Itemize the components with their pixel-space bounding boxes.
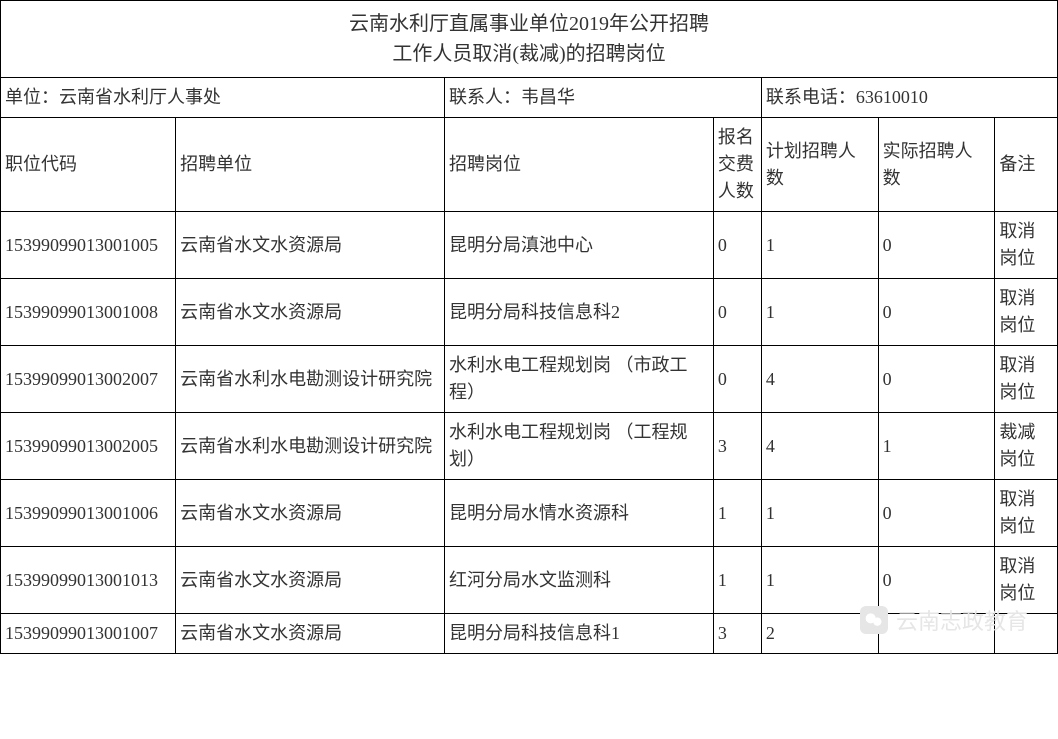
cell-plan: 4 [761,346,878,413]
cell-unit: 云南省水文水资源局 [176,212,445,279]
col-header-actual: 实际招聘人数 [878,118,995,212]
cell-plan: 1 [761,547,878,614]
cell-remark: 取消岗位 [995,480,1058,547]
cell-post: 水利水电工程规划岗 （工程规划） [445,413,714,480]
cell-actual: 1 [878,413,995,480]
cell-post: 水利水电工程规划岗 （市政工程） [445,346,714,413]
cell-plan: 4 [761,413,878,480]
cell-unit: 云南省水利水电勘测设计研究院 [176,346,445,413]
cell-post: 红河分局水文监测科 [445,547,714,614]
cell-plan: 2 [761,614,878,654]
col-header-plan: 计划招聘人数 [761,118,878,212]
title-line-2: 工作人员取消(裁减)的招聘岗位 [5,39,1053,69]
cell-unit: 云南省水文水资源局 [176,480,445,547]
cell-plan: 1 [761,480,878,547]
info-unit-cell: 单位：云南省水利厅人事处 [1,78,445,118]
cell-remark: 取消岗位 [995,212,1058,279]
table-row: 15399099013001008云南省水文水资源局昆明分局科技信息科2010取… [1,279,1058,346]
cell-remark [995,614,1058,654]
cell-code: 15399099013001006 [1,480,176,547]
table-row: 15399099013001013云南省水文水资源局红河分局水文监测科110取消… [1,547,1058,614]
col-header-remark: 备注 [995,118,1058,212]
cell-remark: 取消岗位 [995,547,1058,614]
table-row: 15399099013001007云南省水文水资源局昆明分局科技信息科132 [1,614,1058,654]
info-phone-label: 联系电话： [766,87,856,107]
info-phone-cell: 联系电话：63610010 [761,78,1057,118]
cell-remark: 裁减岗位 [995,413,1058,480]
table-row: 15399099013002005云南省水利水电勘测设计研究院水利水电工程规划岗… [1,413,1058,480]
cell-code: 15399099013001013 [1,547,176,614]
cell-code: 15399099013001008 [1,279,176,346]
col-header-post: 招聘岗位 [445,118,714,212]
cell-regfee: 1 [713,480,761,547]
cell-code: 15399099013002007 [1,346,176,413]
cell-unit: 云南省水文水资源局 [176,547,445,614]
cell-actual [878,614,995,654]
cell-remark: 取消岗位 [995,346,1058,413]
cell-code: 15399099013001007 [1,614,176,654]
cell-regfee: 1 [713,547,761,614]
info-unit-value: 云南省水利厅人事处 [59,87,221,107]
cell-actual: 0 [878,480,995,547]
cell-actual: 0 [878,279,995,346]
cell-post: 昆明分局水情水资源科 [445,480,714,547]
cell-actual: 0 [878,212,995,279]
info-row: 单位：云南省水利厅人事处 联系人：韦昌华 联系电话：63610010 [1,78,1058,118]
cell-post: 昆明分局科技信息科1 [445,614,714,654]
cell-regfee: 0 [713,346,761,413]
cell-regfee: 3 [713,413,761,480]
table-body: 云南水利厅直属事业单位2019年公开招聘 工作人员取消(裁减)的招聘岗位 单位：… [1,1,1058,654]
cell-regfee: 0 [713,279,761,346]
table-row: 15399099013002007云南省水利水电勘测设计研究院水利水电工程规划岗… [1,346,1058,413]
cell-unit: 云南省水文水资源局 [176,614,445,654]
info-contact-label: 联系人： [449,87,521,107]
cell-plan: 1 [761,212,878,279]
cell-actual: 0 [878,346,995,413]
col-header-regfee: 报名交费人数 [713,118,761,212]
cell-unit: 云南省水利水电勘测设计研究院 [176,413,445,480]
cell-regfee: 0 [713,212,761,279]
cell-regfee: 3 [713,614,761,654]
info-contact-cell: 联系人：韦昌华 [445,78,762,118]
cell-post: 昆明分局科技信息科2 [445,279,714,346]
col-header-unit: 招聘单位 [176,118,445,212]
table-title: 云南水利厅直属事业单位2019年公开招聘 工作人员取消(裁减)的招聘岗位 [1,1,1058,78]
page-root: 云南水利厅直属事业单位2019年公开招聘 工作人员取消(裁减)的招聘岗位 单位：… [0,0,1058,654]
cell-actual: 0 [878,547,995,614]
header-row: 职位代码 招聘单位 招聘岗位 报名交费人数 计划招聘人数 实际招聘人数 备注 [1,118,1058,212]
col-header-code: 职位代码 [1,118,176,212]
info-phone-value: 63610010 [856,87,928,107]
cell-code: 15399099013002005 [1,413,176,480]
recruitment-table: 云南水利厅直属事业单位2019年公开招聘 工作人员取消(裁减)的招聘岗位 单位：… [0,0,1058,654]
cell-post: 昆明分局滇池中心 [445,212,714,279]
cell-code: 15399099013001005 [1,212,176,279]
cell-remark: 取消岗位 [995,279,1058,346]
cell-plan: 1 [761,279,878,346]
cell-unit: 云南省水文水资源局 [176,279,445,346]
table-row: 15399099013001005云南省水文水资源局昆明分局滇池中心010取消岗… [1,212,1058,279]
title-line-1: 云南水利厅直属事业单位2019年公开招聘 [5,9,1053,39]
table-row: 15399099013001006云南省水文水资源局昆明分局水情水资源科110取… [1,480,1058,547]
info-contact-value: 韦昌华 [521,87,575,107]
title-row: 云南水利厅直属事业单位2019年公开招聘 工作人员取消(裁减)的招聘岗位 [1,1,1058,78]
info-unit-label: 单位： [5,87,59,107]
